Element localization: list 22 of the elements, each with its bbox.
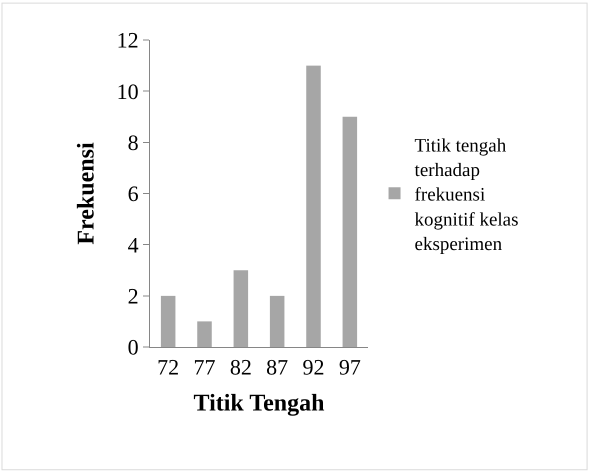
y-axis-title: Frekuensi [74,142,100,245]
x-tick-label: 87 [266,354,288,380]
x-axis-title: Titik Tengah [194,390,324,417]
x-tick-label: 77 [194,354,216,380]
y-tick-label: 0 [128,334,139,360]
bar [306,66,321,347]
bar [270,296,284,347]
legend-label: Titik tengah terhadap frekuensi kognitif kelas eksperimen [414,135,518,256]
bar [234,270,248,347]
y-tick-label: 2 [128,284,139,309]
y-tick-label: 8 [128,130,139,156]
x-tick-label: 97 [338,354,361,380]
bar [160,296,176,347]
y-tick-label: 12 [116,28,139,53]
y-tick-label: 4 [128,232,139,258]
x-tick-label: 82 [230,354,252,380]
bar [342,116,358,347]
x-tick-label: 92 [302,354,324,380]
x-tick-label: 72 [157,354,180,380]
y-tick-label: 6 [128,181,139,206]
y-tick-label: 10 [116,78,139,104]
bar [197,321,212,347]
